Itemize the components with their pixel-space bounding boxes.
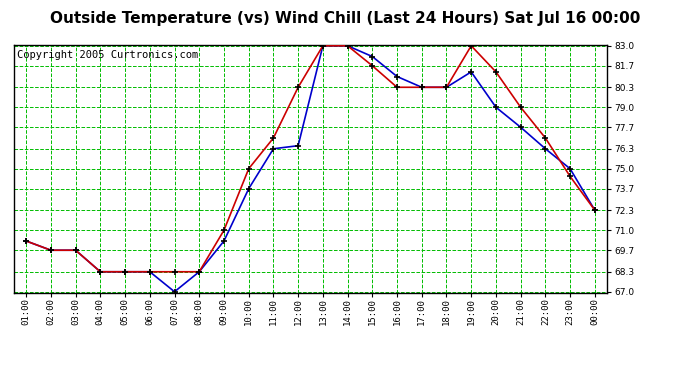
Text: Outside Temperature (vs) Wind Chill (Last 24 Hours) Sat Jul 16 00:00: Outside Temperature (vs) Wind Chill (Las… bbox=[50, 11, 640, 26]
Text: Copyright 2005 Curtronics.com: Copyright 2005 Curtronics.com bbox=[17, 50, 198, 60]
